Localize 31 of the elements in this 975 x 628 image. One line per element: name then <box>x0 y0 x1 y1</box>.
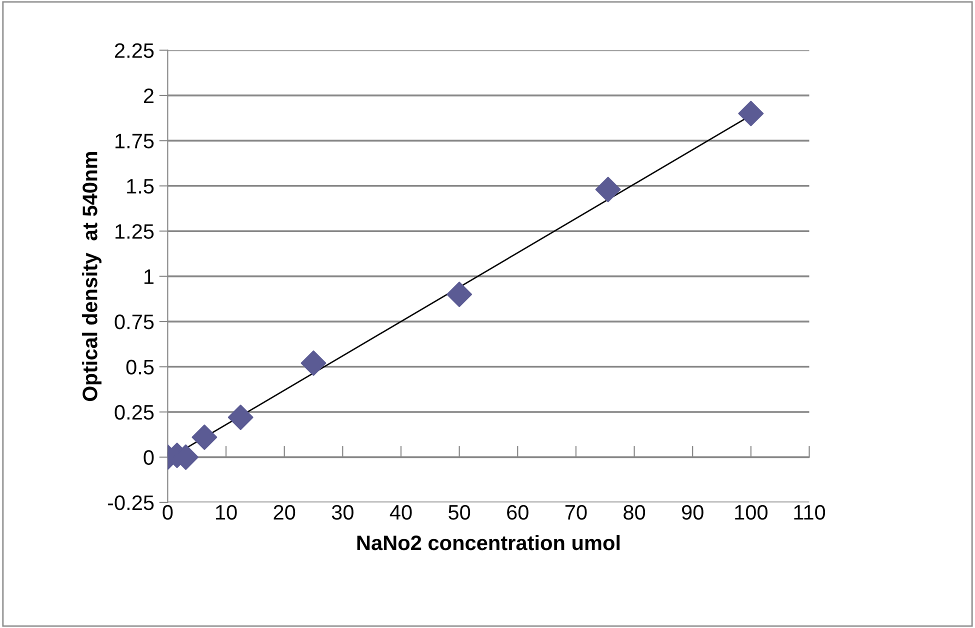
y-tick-label: 2.25 <box>115 43 154 58</box>
point <box>738 100 764 126</box>
y-tick-label: 1.25 <box>116 224 154 239</box>
x-tick-label: 50 <box>448 504 470 520</box>
x-tick-label: 100 <box>735 504 768 520</box>
y-tick-label: 1 <box>144 270 154 284</box>
y-tick-label: 0.5 <box>126 360 154 375</box>
point <box>192 424 218 450</box>
y-tick-label: 0.25 <box>114 404 154 420</box>
x-tick-label: 90 <box>682 504 704 520</box>
x-tick-label: 20 <box>274 504 296 520</box>
x-tick-label: 10 <box>216 504 237 520</box>
x-tick-label: 60 <box>507 504 528 520</box>
x-tick-label: 30 <box>332 504 354 520</box>
point <box>228 404 254 430</box>
x-tick-label: 110 <box>794 504 826 520</box>
point <box>595 176 621 202</box>
x-axis-title: NaNo2 concentration umol <box>357 534 620 550</box>
y-axis-title: Optical density at 540nm <box>82 152 102 402</box>
y-tick-label: -0.25 <box>108 495 154 510</box>
y-tick-label: 1.5 <box>127 179 154 194</box>
x-tick-label: 70 <box>565 504 587 520</box>
y-tick-label: 0.75 <box>114 314 154 330</box>
x-tick-label: 40 <box>390 504 412 520</box>
y-tick-label: 0 <box>144 450 154 465</box>
x-tick-label: 80 <box>624 504 646 520</box>
y-tick-label: 1.75 <box>116 134 154 148</box>
point <box>300 350 326 376</box>
x-tick-label: 0 <box>162 504 173 520</box>
y-tick-label: 2 <box>144 88 154 104</box>
point <box>446 282 472 308</box>
